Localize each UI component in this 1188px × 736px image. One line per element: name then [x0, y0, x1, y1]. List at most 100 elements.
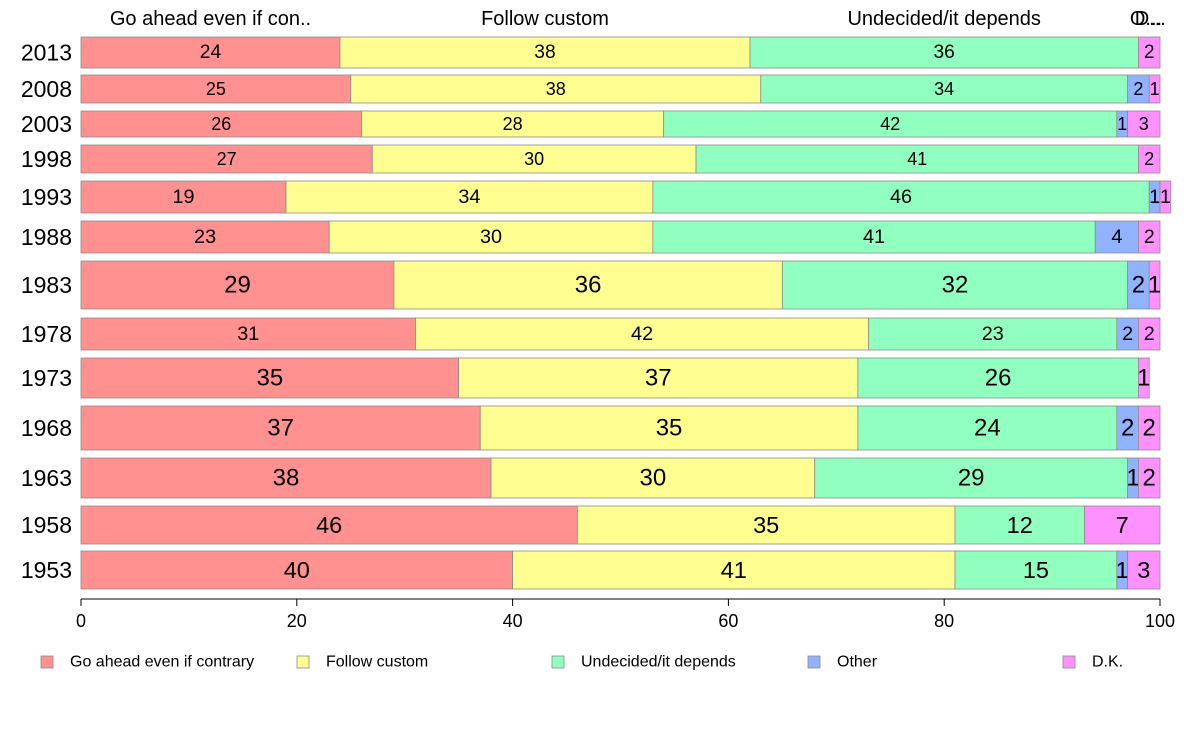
- legend-label: Other: [837, 654, 878, 671]
- top-column-label: Follow custom: [481, 8, 609, 30]
- x-tick-label: 100: [1145, 611, 1175, 631]
- bar-segment: [695, 144, 1139, 174]
- bar-segment: [1138, 36, 1161, 69]
- bar-segment: [1138, 405, 1161, 451]
- x-tick-label: 0: [76, 611, 86, 631]
- bar-segment: [285, 180, 654, 214]
- bar-value-label: 36: [575, 272, 602, 299]
- bar-value-label: 2: [1133, 79, 1143, 99]
- bar-value-label: 31: [237, 323, 259, 345]
- bar-value-label: 28: [503, 114, 523, 134]
- bar-value-label: 1: [1148, 272, 1161, 299]
- y-tick-label: 2013: [21, 40, 72, 66]
- bar-value-label: 40: [284, 557, 310, 583]
- bar-value-label: 7: [1116, 512, 1129, 538]
- y-tick-label: 2008: [21, 76, 72, 102]
- bar-segment: [393, 260, 783, 310]
- bar-segment: [857, 357, 1139, 399]
- bar-segment: [868, 317, 1118, 351]
- legend-swatch: [807, 655, 821, 669]
- bar-segment: [479, 405, 859, 451]
- x-axis: 0 20 40 60 80 100: [76, 598, 1175, 631]
- bar-value-label: 1: [1126, 465, 1139, 492]
- bar-value-label: 32: [942, 272, 969, 299]
- bar-value-label: 2: [1122, 323, 1133, 345]
- bar-value-label: 36: [934, 42, 955, 63]
- bar-segment: [339, 36, 751, 69]
- bar-value-label: 2: [1143, 415, 1156, 442]
- bar-segment: [512, 550, 956, 590]
- x-tick-label: 40: [503, 611, 523, 631]
- y-tick-label: 1978: [21, 321, 72, 347]
- bar-value-label: 35: [753, 512, 779, 538]
- bar-value-label: 27: [217, 149, 237, 169]
- bar-segment: [760, 74, 1129, 104]
- bar-value-label: 1: [1149, 186, 1160, 208]
- bar-segment: [490, 457, 816, 499]
- y-tick-label: 1968: [21, 415, 72, 441]
- x-tick-label: 20: [287, 611, 307, 631]
- bar-value-label: 15: [1023, 557, 1049, 583]
- bar-segment: [80, 74, 352, 104]
- bar-value-label: 2: [1143, 465, 1156, 492]
- bar-value-label: 30: [524, 149, 544, 169]
- bar-segment: [1084, 505, 1161, 545]
- bar-segment: [1138, 144, 1161, 174]
- bar-segment: [1127, 550, 1161, 590]
- bar-value-label: 1: [1150, 79, 1160, 99]
- bar-segment: [80, 180, 287, 214]
- top-column-label: O...: [1130, 8, 1162, 30]
- bar-value-label: 46: [316, 512, 342, 538]
- legend-label: D.K.: [1092, 654, 1123, 671]
- bar-segment: [814, 457, 1129, 499]
- bar-value-label: 38: [273, 465, 300, 492]
- bar-value-label: 4: [1111, 226, 1122, 248]
- bar-segment: [80, 550, 514, 590]
- bar-segment: [328, 220, 654, 254]
- bar-segment: [458, 357, 859, 399]
- bar-segment: [350, 74, 762, 104]
- x-tick-label: 80: [934, 611, 954, 631]
- bar-value-label: 3: [1139, 114, 1149, 134]
- legend-swatch: [296, 655, 310, 669]
- bar-value-label: 29: [958, 465, 985, 492]
- bar-segment: [80, 505, 578, 545]
- bar-value-label: 2: [1144, 149, 1154, 169]
- bar-segment: [80, 144, 373, 174]
- bar-value-label: 1: [1117, 114, 1127, 134]
- bar-value-label: 41: [721, 557, 747, 583]
- y-tick-label: 1988: [21, 224, 72, 250]
- bars-group: 24 38 36 225 38 34 2 126 28 42 1 327 30 41 219 34 46 1 123…: [80, 36, 1172, 590]
- bar-value-label: 2: [1144, 42, 1155, 63]
- legend-swatch: [551, 655, 565, 669]
- y-tick-label: 2003: [21, 111, 72, 137]
- y-tick-label: 1998: [21, 146, 72, 172]
- bar-value-label: 24: [974, 415, 1001, 442]
- legend-label: Go ahead even if contrary: [70, 654, 254, 671]
- legend-swatch: [40, 655, 54, 669]
- y-tick-label: 1993: [21, 184, 72, 210]
- bar-segment: [80, 220, 330, 254]
- bar-value-label: 1: [1116, 557, 1129, 583]
- bar-value-label: 37: [267, 415, 294, 442]
- y-tick-label: 1953: [21, 557, 72, 583]
- bar-value-label: 42: [631, 323, 653, 345]
- bar-value-label: 25: [206, 79, 226, 99]
- top-column-label: Go ahead even if con..: [110, 8, 311, 30]
- bar-value-label: 26: [985, 365, 1012, 392]
- bar-value-label: 3: [1137, 557, 1150, 583]
- bar-segment: [371, 144, 697, 174]
- bar-value-label: 23: [194, 226, 216, 248]
- bar-segment: [1138, 317, 1161, 351]
- bar-value-label: 2: [1144, 226, 1155, 248]
- top-column-label: Undecided/it depends: [847, 8, 1040, 30]
- x-tick-label: 60: [718, 611, 738, 631]
- bar-value-label: 34: [458, 186, 480, 208]
- bar-segment: [1148, 260, 1161, 310]
- y-tick-label: 1983: [21, 272, 72, 298]
- bar-segment: [857, 405, 1118, 451]
- legend: Go ahead even if contrary Follow custom Un…: [40, 654, 1123, 671]
- bar-value-label: 30: [480, 226, 502, 248]
- bar-value-label: 46: [890, 186, 912, 208]
- bar-value-label: 35: [256, 365, 283, 392]
